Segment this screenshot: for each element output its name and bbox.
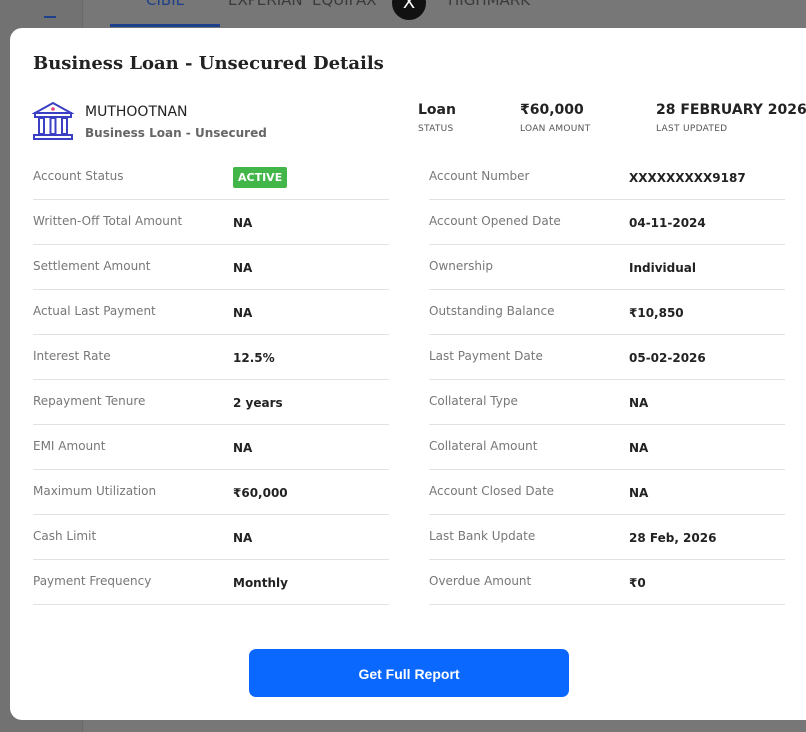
detail-row: Interest Rate 12.5% bbox=[33, 335, 389, 380]
loan-type: Business Loan - Unsecured bbox=[85, 126, 267, 140]
detail-row: Last Bank Update 28 Feb, 2026 bbox=[429, 515, 785, 560]
detail-row: Written-Off Total Amount NA bbox=[33, 200, 389, 245]
detail-value: NA bbox=[629, 486, 649, 500]
detail-value: NA bbox=[233, 531, 253, 545]
loan-details-modal: Business Loan - Unsecured Details MUTHOO… bbox=[10, 28, 806, 720]
detail-row: Cash Limit NA bbox=[33, 515, 389, 560]
detail-value: Monthly bbox=[233, 576, 288, 590]
detail-value: NA bbox=[233, 261, 253, 275]
sidebar-marker bbox=[44, 16, 56, 18]
detail-label: Collateral Amount bbox=[429, 439, 538, 453]
detail-label: Last Bank Update bbox=[429, 529, 536, 543]
detail-label: Maximum Utilization bbox=[33, 484, 157, 498]
detail-value: ₹10,850 bbox=[629, 306, 684, 320]
detail-row: Collateral Amount NA bbox=[429, 425, 785, 470]
detail-value: Individual bbox=[629, 261, 696, 275]
detail-value: 04-11-2024 bbox=[629, 216, 706, 230]
detail-label: Written-Off Total Amount bbox=[33, 214, 183, 228]
detail-value: 05-02-2026 bbox=[629, 351, 706, 365]
detail-label: Account Closed Date bbox=[429, 484, 555, 498]
detail-value: ₹0 bbox=[629, 576, 646, 590]
detail-label: Settlement Amount bbox=[33, 259, 151, 273]
detail-row: Payment Frequency Monthly bbox=[33, 560, 389, 605]
status-badge: ACTIVE bbox=[233, 167, 288, 188]
detail-label: Last Payment Date bbox=[429, 349, 543, 363]
summary-value: ₹60,000 bbox=[520, 102, 584, 118]
summary-label: LOAN AMOUNT bbox=[520, 124, 591, 134]
detail-row: Outstanding Balance ₹10,850 bbox=[429, 290, 785, 335]
detail-row: Account Opened Date 04-11-2024 bbox=[429, 200, 785, 245]
bank-icon bbox=[32, 101, 74, 140]
detail-row: Last Payment Date 05-02-2026 bbox=[429, 335, 785, 380]
detail-row: Overdue Amount ₹0 bbox=[429, 560, 785, 605]
detail-row: EMI Amount NA bbox=[33, 425, 389, 470]
detail-label: Payment Frequency bbox=[33, 574, 152, 588]
summary-status: Loan STATUS bbox=[418, 102, 456, 134]
detail-label: Account Number bbox=[429, 169, 530, 183]
detail-label: Account Opened Date bbox=[429, 214, 561, 228]
tab-highmark[interactable]: HIGHMARK bbox=[448, 0, 531, 9]
detail-label: Overdue Amount bbox=[429, 574, 532, 588]
detail-row: Ownership Individual bbox=[429, 245, 785, 290]
summary-loan-amount: ₹60,000 LOAN AMOUNT bbox=[520, 102, 591, 134]
detail-label: Account Status bbox=[33, 169, 124, 183]
detail-value: NA bbox=[629, 396, 649, 410]
details-left-column: Account Status ACTIVE Written-Off Total Am… bbox=[33, 155, 389, 605]
summary-value: 28 FEBRUARY 2026 bbox=[656, 102, 806, 118]
detail-value: 28 Feb, 2026 bbox=[629, 531, 717, 545]
summary-label: LAST UPDATED bbox=[656, 124, 728, 134]
detail-label: EMI Amount bbox=[33, 439, 106, 453]
detail-label: Actual Last Payment bbox=[33, 304, 156, 318]
tab-experian[interactable]: EXPERIAN bbox=[228, 0, 303, 9]
detail-value: ₹60,000 bbox=[233, 486, 288, 500]
detail-label: Interest Rate bbox=[33, 349, 111, 363]
detail-row: Settlement Amount NA bbox=[33, 245, 389, 290]
detail-value: NA bbox=[233, 216, 253, 230]
modal-title: Business Loan - Unsecured Details bbox=[33, 53, 384, 74]
detail-value: NA bbox=[233, 306, 253, 320]
detail-row: Actual Last Payment NA bbox=[33, 290, 389, 335]
detail-row: Account Number XXXXXXXXX9187 bbox=[429, 155, 785, 200]
detail-label: Repayment Tenure bbox=[33, 394, 146, 408]
detail-row: Maximum Utilization ₹60,000 bbox=[33, 470, 389, 515]
detail-value: XXXXXXXXX9187 bbox=[629, 171, 746, 185]
detail-row: Account Status ACTIVE bbox=[33, 155, 389, 200]
detail-value: NA bbox=[629, 441, 649, 455]
detail-value: NA bbox=[233, 441, 253, 455]
detail-label: Ownership bbox=[429, 259, 493, 273]
close-button[interactable]: X bbox=[392, 0, 426, 20]
detail-value: 12.5% bbox=[233, 351, 275, 365]
lender-name: MUTHOOTNAN bbox=[85, 104, 188, 120]
detail-label: Cash Limit bbox=[33, 529, 97, 543]
details-right-column: Account Number XXXXXXXXX9187 Account Opene… bbox=[429, 155, 785, 605]
detail-row: Account Closed Date NA bbox=[429, 470, 785, 515]
summary-label: STATUS bbox=[418, 124, 454, 134]
tab-equifax[interactable]: EQUIFAX bbox=[312, 0, 377, 9]
summary-last-updated: 28 FEBRUARY 2026 LAST UPDATED bbox=[656, 102, 806, 134]
summary-value: Loan bbox=[418, 102, 456, 118]
detail-label: Collateral Type bbox=[429, 394, 518, 408]
detail-row: Collateral Type NA bbox=[429, 380, 785, 425]
tab-cibil[interactable]: CIBIL bbox=[110, 0, 220, 27]
detail-value: 2 years bbox=[233, 396, 283, 410]
detail-row: Repayment Tenure 2 years bbox=[33, 380, 389, 425]
detail-label: Outstanding Balance bbox=[429, 304, 555, 318]
get-full-report-button[interactable]: Get Full Report bbox=[249, 649, 569, 697]
